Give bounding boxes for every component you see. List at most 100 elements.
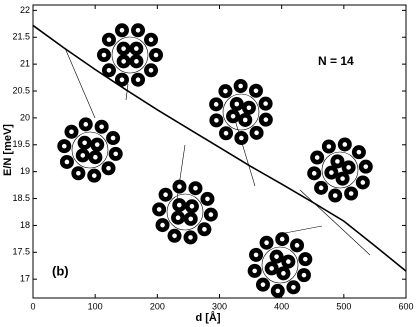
y-tick-label: 21.5 (12, 32, 30, 42)
particle-core (188, 216, 194, 222)
particle-core (242, 117, 248, 123)
particle-core (205, 196, 210, 202)
particle-core (314, 155, 320, 160)
particle-core (264, 240, 269, 246)
y-tick-label: 18 (20, 220, 30, 230)
y-tick-label: 20.5 (12, 85, 30, 95)
particle-core (230, 113, 236, 119)
cluster-inset (57, 117, 123, 183)
plot-frame (32, 4, 407, 299)
y-tick-label: 17 (20, 274, 30, 284)
y-tick-label: 19.5 (12, 139, 30, 149)
particle-core (119, 27, 125, 33)
particle-core (189, 203, 195, 209)
particle-core (176, 202, 182, 208)
cluster-ring (111, 36, 149, 74)
particle-core (269, 266, 274, 271)
cluster-ring (261, 246, 299, 284)
particle-core (253, 88, 259, 94)
particle-core (238, 83, 243, 89)
x-tick-label: 600 (398, 301, 413, 311)
particle-core (91, 173, 97, 178)
particle-core (329, 170, 334, 175)
particle-core (148, 67, 154, 73)
particle-core (134, 59, 139, 64)
particle-core (318, 185, 324, 191)
particle-core (61, 143, 67, 149)
particle-core (99, 124, 104, 130)
particle-core (234, 101, 240, 107)
particle-core (110, 135, 116, 141)
particle-core (193, 185, 198, 191)
particle-core (335, 159, 340, 164)
particle-core (291, 284, 296, 290)
y-tick-label: 22 (20, 5, 30, 15)
cluster-inset (307, 137, 373, 203)
particle-core (360, 180, 366, 185)
cluster-inset (97, 23, 163, 87)
particle-core (340, 176, 345, 181)
particle-core (148, 37, 154, 43)
annotation: (b) (52, 263, 69, 278)
particle-core (106, 37, 112, 43)
particle-core (332, 193, 338, 198)
x-tick-label: 300 (212, 301, 227, 311)
particle-core (113, 151, 119, 157)
particle-core (326, 144, 332, 149)
particle-core (363, 164, 369, 169)
particle-core (294, 243, 300, 248)
x-tick-label: 100 (88, 301, 103, 311)
y-tick-label: 21 (20, 59, 30, 69)
y-tick-label: 19 (20, 166, 30, 176)
y-axis-label: E/N [meV] (2, 124, 14, 176)
particle-core (208, 212, 214, 217)
particle-core (101, 52, 107, 58)
particle-core (160, 222, 165, 228)
y-tick-label: 20 (20, 112, 30, 122)
particle-core (263, 101, 268, 106)
particle-core (64, 159, 70, 165)
particle-core (69, 129, 74, 135)
x-tick-label: 200 (150, 301, 165, 311)
particle-core (121, 59, 126, 64)
particle-core (252, 268, 257, 274)
particle-core (119, 77, 125, 83)
particle-core (106, 165, 111, 171)
cluster-inset (209, 79, 273, 145)
particle-core (263, 117, 269, 122)
particle-core (274, 254, 279, 259)
particle-core (202, 227, 207, 232)
particle-core (239, 135, 244, 141)
connector (175, 144, 186, 207)
cluster-ring (71, 131, 109, 169)
particle-core (348, 191, 354, 196)
y-tick-label: 18.5 (12, 193, 30, 203)
connector (125, 83, 129, 101)
particle-core (223, 88, 228, 94)
particle-core (163, 192, 168, 197)
particle-core (172, 233, 177, 239)
particle-core (253, 252, 259, 258)
particle-core (156, 207, 162, 212)
particle-core (188, 235, 193, 240)
cluster-ring (321, 151, 359, 189)
connector (284, 225, 323, 234)
particle-core (346, 165, 351, 170)
particle-core (80, 153, 86, 158)
particle-core (254, 130, 259, 136)
particle-core (260, 282, 266, 287)
particle-core (214, 118, 219, 123)
particle-core (135, 77, 141, 83)
connector (64, 47, 96, 119)
particle-core (356, 149, 362, 155)
particle-core (301, 272, 307, 278)
particle-core (83, 122, 89, 127)
particle-core (223, 130, 229, 136)
particle-core (279, 236, 285, 242)
particle-core (135, 27, 141, 33)
particle-core (175, 215, 181, 221)
particle-core (286, 259, 291, 264)
particle-core (94, 142, 100, 147)
cluster-ring (222, 93, 260, 131)
